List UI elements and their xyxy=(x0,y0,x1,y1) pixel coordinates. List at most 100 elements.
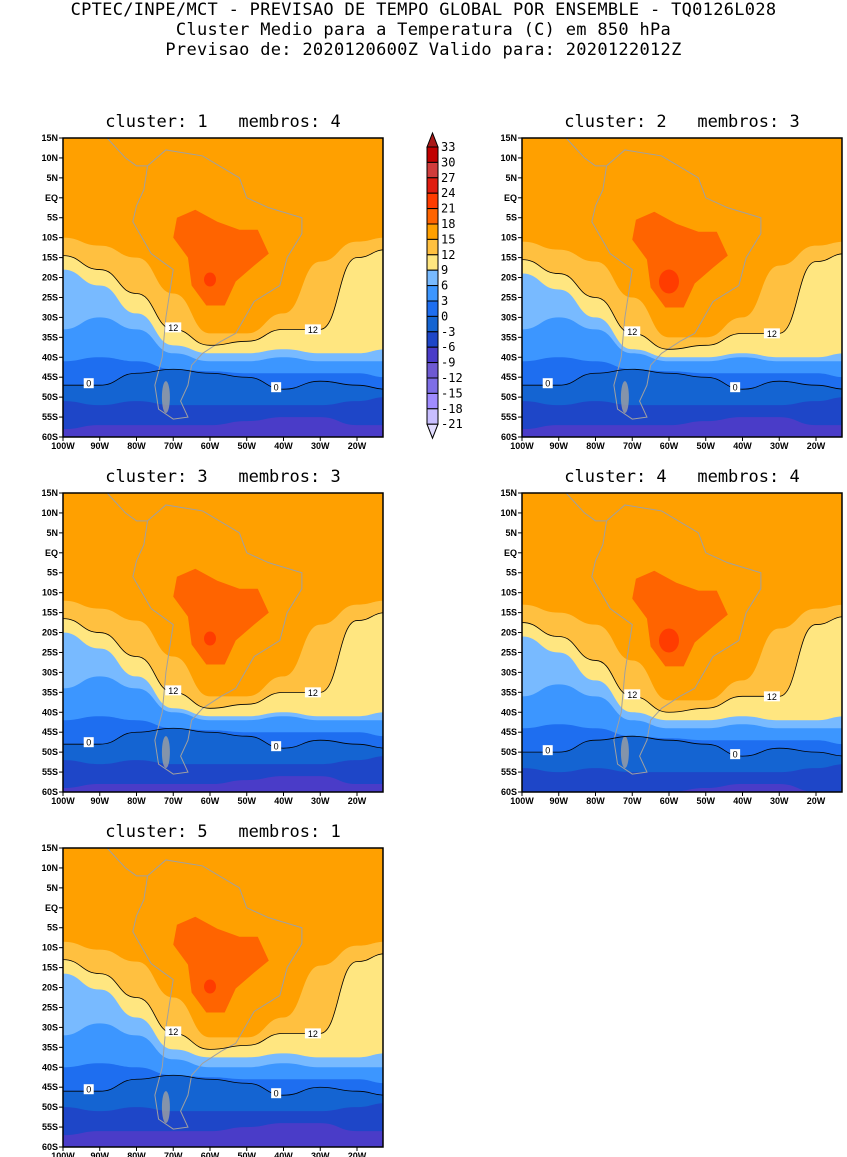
lon-tick-label: 50W xyxy=(696,796,715,806)
lat-tick-label: EQ xyxy=(45,548,58,558)
lon-tick-label: 100W xyxy=(510,441,534,451)
lat-tick-label: 5N xyxy=(505,528,517,538)
lat-tick-label: 5S xyxy=(47,923,58,933)
lat-tick-label: 35S xyxy=(501,687,517,697)
colorbar-swatch xyxy=(426,300,439,317)
temperature-map: 12 12 0 0 15N 10N 5N EQ 5S 10S 15S 20S 25S 30S 35S 40S 4… xyxy=(41,843,384,1157)
lat-tick-label: 50S xyxy=(42,747,58,757)
patagonia-islands xyxy=(161,381,170,414)
lon-tick-label: 80W xyxy=(127,1151,146,1157)
contour-label: 0 xyxy=(733,750,738,760)
contour-0 xyxy=(522,368,842,390)
lon-tick-label: 90W xyxy=(90,441,109,451)
contour-label: 0 xyxy=(545,746,550,756)
patagonia-islands xyxy=(620,736,629,769)
contour-label: 12 xyxy=(627,690,637,700)
contour-label-bg xyxy=(271,1088,282,1099)
panel-title: cluster: 3 membros: 3 xyxy=(105,467,341,487)
colorbar-label: -21 xyxy=(441,417,463,431)
map-frame xyxy=(521,492,843,793)
lat-tick-label: 55S xyxy=(42,767,58,777)
lat-tick-label: 20S xyxy=(42,983,58,993)
lat-tick-label: 5S xyxy=(47,568,58,578)
lat-tick-label: 25S xyxy=(501,292,517,302)
lat-tick-label: 10S xyxy=(501,588,517,598)
colorbar-swatch xyxy=(426,192,439,210)
lat-tick-label: 60S xyxy=(42,787,58,797)
lat-tick-label: 30S xyxy=(501,312,517,322)
contour-0 xyxy=(522,735,842,757)
lat-tick-label: 25S xyxy=(42,647,58,657)
colorbar-label: 30 xyxy=(441,155,455,169)
colorbar-bottom-arrow xyxy=(426,423,439,440)
contour-label-bg xyxy=(304,324,321,335)
colorbar-swatch xyxy=(426,315,439,333)
lon-tick-label: 40W xyxy=(274,796,293,806)
lon-tick-label: 80W xyxy=(586,441,605,451)
lon-tick-label: 100W xyxy=(51,441,75,451)
lon-tick-label: 80W xyxy=(586,796,605,806)
colorbar-label: -18 xyxy=(441,402,463,416)
map-frame xyxy=(62,847,384,1148)
colorbar-label: 0 xyxy=(441,309,448,323)
panel-title: cluster: 5 membros: 1 xyxy=(105,822,341,842)
colorbar-label: -3 xyxy=(441,325,455,339)
patagonia-islands xyxy=(161,1091,170,1124)
figure-title: CPTEC/INPE/MCT - PREVISAO DE TEMPO GLOBA… xyxy=(70,0,777,20)
colorbar-label: 12 xyxy=(441,248,455,262)
contour-label-bg xyxy=(730,749,741,760)
lat-tick-label: 35S xyxy=(501,332,517,342)
lat-tick-label: 25S xyxy=(42,1002,58,1012)
lat-tick-label: 40S xyxy=(42,707,58,717)
lat-tick-label: 10N xyxy=(41,153,58,163)
lon-tick-label: 30W xyxy=(311,1151,330,1157)
colorbar-label: 6 xyxy=(441,279,448,293)
contour-label-bg xyxy=(83,378,94,389)
lat-tick-label: EQ xyxy=(504,193,517,203)
colorbar-swatch xyxy=(426,377,439,394)
contour-label: 12 xyxy=(168,686,178,696)
colorbar-label: -12 xyxy=(441,371,463,385)
lat-tick-label: 10S xyxy=(501,233,517,243)
colorbar-label: 3 xyxy=(441,294,448,308)
colorbar-label: 9 xyxy=(441,263,448,277)
lon-tick-label: 50W xyxy=(237,796,256,806)
lon-tick-label: 60W xyxy=(660,441,679,451)
warm-core-21-24 xyxy=(659,269,679,294)
colorbar-top-arrow xyxy=(426,131,439,148)
colorbar-label: -6 xyxy=(441,340,455,354)
lat-tick-label: EQ xyxy=(504,548,517,558)
lat-tick-label: 15N xyxy=(41,488,58,498)
lon-tick-label: 30W xyxy=(770,796,789,806)
lat-tick-label: 40S xyxy=(501,352,517,362)
panel-title: cluster: 4 membros: 4 xyxy=(564,467,800,487)
temperature-map: 12 12 0 0 15N 10N 5N EQ 5S 10S 15S 20S 25S 30S 35S 40S 4… xyxy=(41,133,384,451)
lat-tick-label: 55S xyxy=(501,412,517,422)
colorbar-swatch xyxy=(426,177,439,194)
contour-0 xyxy=(63,727,383,749)
contour-label: 0 xyxy=(86,379,91,389)
lon-tick-label: 30W xyxy=(311,796,330,806)
lat-tick-label: 45S xyxy=(501,372,517,382)
warm-region-18-21 xyxy=(632,570,728,667)
warm-region-18-21 xyxy=(173,209,269,306)
lon-tick-label: 100W xyxy=(510,796,534,806)
contour-label: 12 xyxy=(308,325,318,335)
colorbar-label: -9 xyxy=(441,356,455,370)
lat-tick-label: 20S xyxy=(42,273,58,283)
coastline xyxy=(106,493,303,775)
contour-label-bg xyxy=(83,737,94,748)
lon-tick-label: 70W xyxy=(164,441,183,451)
lat-tick-label: 10N xyxy=(500,508,517,518)
contour-label-bg xyxy=(730,382,741,393)
panel-title: cluster: 2 membros: 3 xyxy=(564,112,800,132)
lat-tick-label: EQ xyxy=(45,903,58,913)
lat-tick-label: 60S xyxy=(42,432,58,442)
lon-tick-label: 20W xyxy=(348,1151,367,1157)
lat-tick-label: 10N xyxy=(41,863,58,873)
lon-tick-label: 50W xyxy=(237,1151,256,1157)
colorbar-swatch xyxy=(426,208,439,225)
lat-tick-label: 10S xyxy=(42,588,58,598)
lat-tick-label: 35S xyxy=(42,1042,58,1052)
